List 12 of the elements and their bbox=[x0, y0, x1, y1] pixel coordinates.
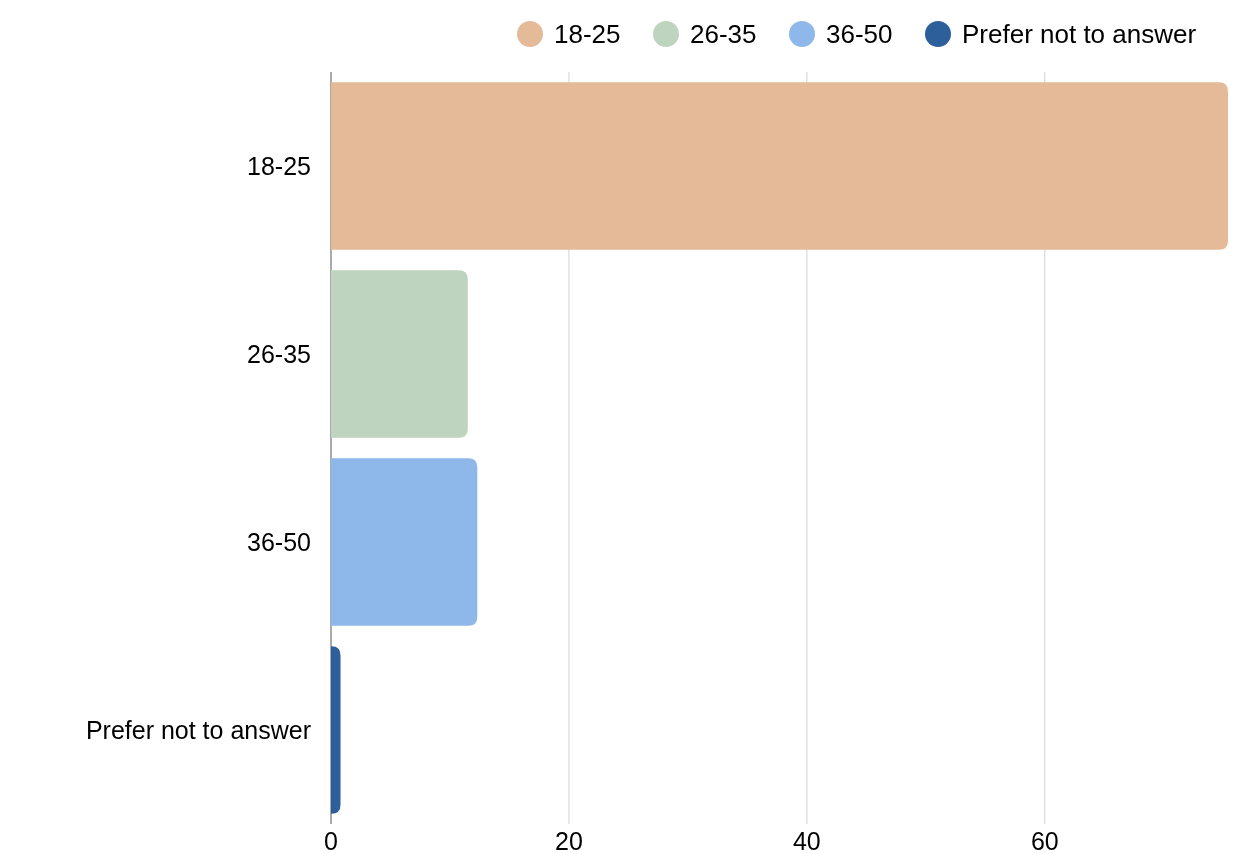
y-tick-label: 18-25 bbox=[247, 151, 311, 180]
x-tick-label: 60 bbox=[1030, 827, 1059, 854]
y-tick-label: Prefer not to answer bbox=[85, 715, 311, 744]
y-tick-label: 36-50 bbox=[247, 527, 311, 556]
y-tick-label: 26-35 bbox=[247, 339, 311, 368]
legend-label: 36-50 bbox=[826, 19, 893, 50]
legend-label: Prefer not to answer bbox=[962, 19, 1197, 50]
legend-label: 26-35 bbox=[690, 19, 757, 50]
legend-label: 18-25 bbox=[554, 19, 621, 50]
x-tick-label: 40 bbox=[792, 827, 821, 854]
x-tick-label: 20 bbox=[555, 827, 583, 854]
x-tick-label: 0 bbox=[324, 827, 338, 854]
